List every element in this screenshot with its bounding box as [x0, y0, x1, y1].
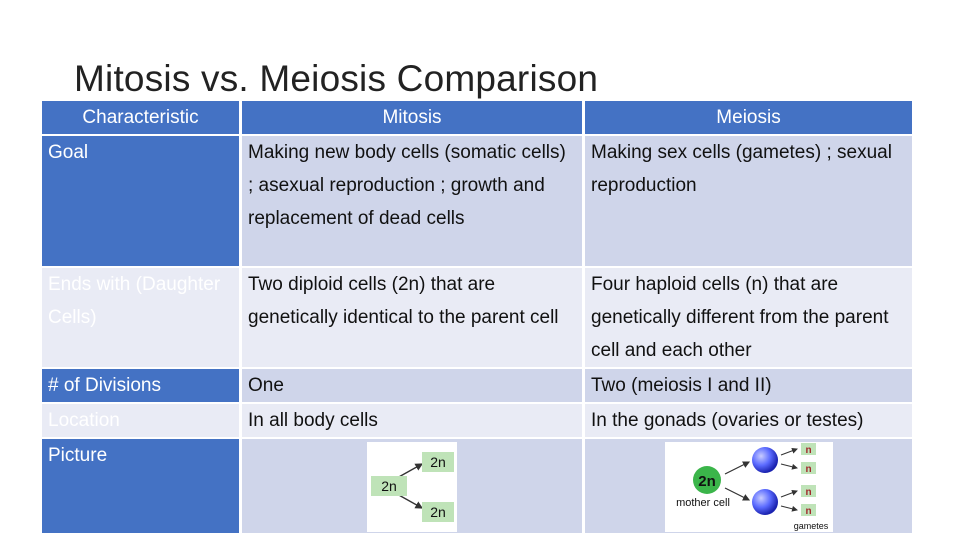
gamete-label: n	[805, 464, 811, 475]
header-mitosis: Mitosis	[242, 101, 585, 134]
mitosis-picture-cell: 2n 2n 2n	[242, 437, 585, 533]
mother-cell-label: 2n	[698, 473, 716, 490]
gamete-box	[800, 504, 816, 516]
slide-title: Mitosis vs. Meiosis Comparison	[74, 58, 599, 99]
meiosis-diagram: 2n mother cell n n n	[664, 442, 833, 532]
gamete-label: n	[805, 487, 811, 498]
header-characteristic: Characteristic	[42, 101, 242, 134]
meiosis-cell: In the gonads (ovaries or testes)	[585, 402, 912, 437]
row-divisions: # of Divisions One Two (meiosis I and II…	[42, 367, 912, 402]
daughter-cell-bottom	[422, 502, 454, 522]
gamete-label: n	[805, 445, 811, 456]
row-location: Location In all body cells In the gonads…	[42, 402, 912, 437]
parent-label: 2n	[381, 478, 397, 494]
gametes-caption: gametes	[793, 521, 828, 531]
row-label: Picture	[42, 437, 242, 533]
row-label: Ends with (Daughter Cells)	[42, 266, 242, 367]
header-row: Characteristic Mitosis Meiosis	[42, 101, 912, 134]
meiosis-cell: Making sex cells (gametes) ; sexual repr…	[585, 134, 912, 266]
mitosis-cell: In all body cells	[242, 402, 585, 437]
daughter-bottom-label: 2n	[430, 504, 446, 520]
mitosis-cell: Two diploid cells (2n) that are genetica…	[242, 266, 585, 367]
meiosis-cell: Four haploid cells (n) that are genetica…	[585, 266, 912, 367]
gamete-box	[800, 462, 816, 474]
arrow-icon	[724, 461, 750, 475]
row-ends-with: Ends with (Daughter Cells) Two diploid c…	[42, 266, 912, 367]
gamete-box	[800, 443, 816, 455]
row-label: Goal	[42, 134, 242, 266]
daughter-top-label: 2n	[430, 454, 446, 470]
meiosis-cell: Two (meiosis I and II)	[585, 367, 912, 402]
intermediate-cell-bottom	[751, 489, 778, 515]
meiosis-picture-cell: 2n mother cell n n n	[585, 437, 912, 533]
comparison-table: Characteristic Mitosis Meiosis Goal Maki…	[42, 101, 912, 533]
arrow-icon	[396, 493, 424, 509]
intermediate-cell-top	[751, 447, 778, 473]
row-picture: Picture 2n 2n 2n	[42, 437, 912, 533]
arrow-icon	[724, 487, 750, 501]
header-meiosis: Meiosis	[585, 101, 912, 134]
arrow-icon	[396, 463, 424, 479]
mitosis-diagram: 2n 2n 2n	[367, 442, 457, 532]
mitosis-cell: One	[242, 367, 585, 402]
arrow-icon	[780, 463, 798, 470]
arrow-icon	[780, 447, 798, 456]
gamete-box	[800, 485, 816, 497]
arrow-icon	[780, 489, 798, 498]
row-label: # of Divisions	[42, 367, 242, 402]
daughter-cell-top	[422, 452, 454, 472]
row-label: Location	[42, 402, 242, 437]
row-goal: Goal Making new body cells (somatic cell…	[42, 134, 912, 266]
gamete-label: n	[805, 506, 811, 517]
mother-cell-caption: mother cell	[676, 497, 730, 509]
arrow-icon	[780, 505, 798, 512]
mother-cell	[692, 466, 721, 494]
parent-cell	[371, 476, 407, 496]
mitosis-cell: Making new body cells (somatic cells) ; …	[242, 134, 585, 266]
